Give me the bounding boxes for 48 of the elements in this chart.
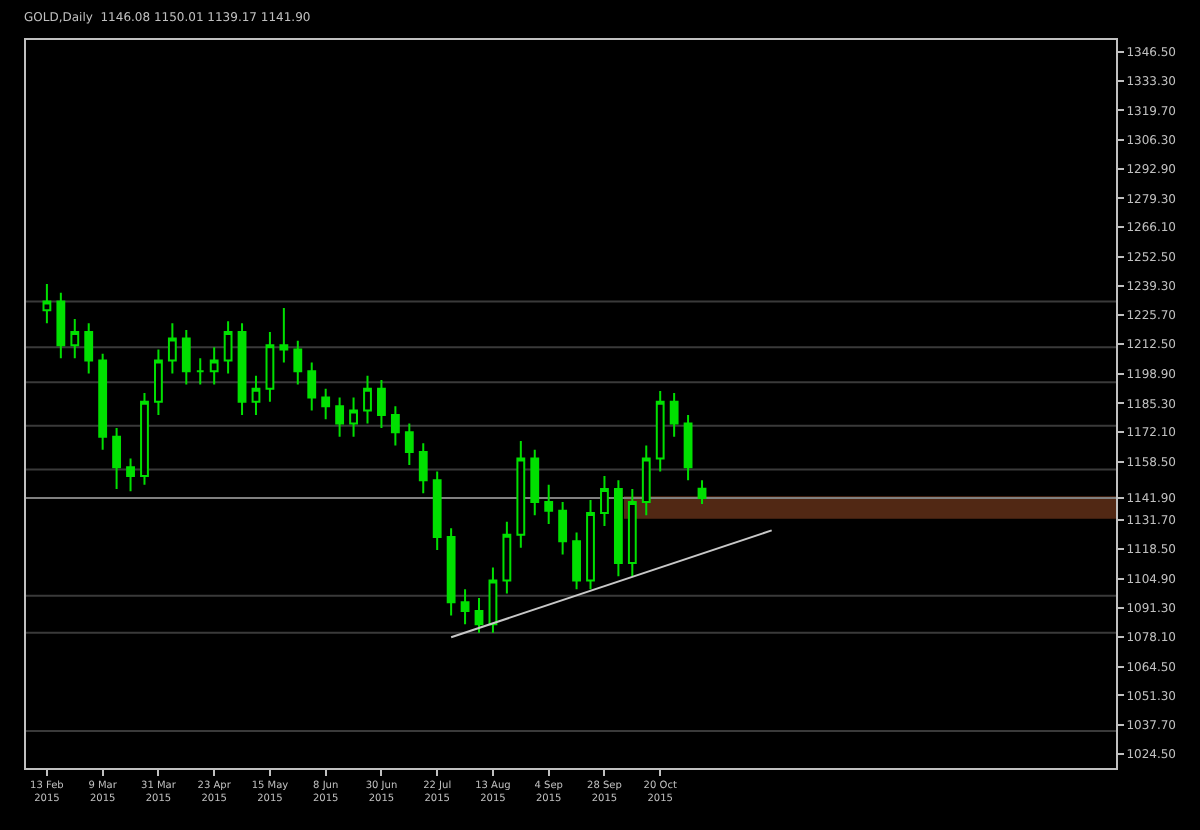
candlestick [42,283,52,325]
candlestick [377,379,386,429]
candlestick [474,596,484,634]
candlestick [641,444,651,517]
candlestick [84,322,94,375]
candlestick [154,348,163,416]
candlestick [683,413,693,482]
candlestick [600,474,609,528]
candlestick [279,307,289,364]
candlestick [697,479,707,505]
candlestick [655,389,665,473]
candlestick [502,520,512,595]
candlestick [627,488,637,578]
candlestick [516,440,526,549]
candlestick [446,527,456,617]
candlestick [112,426,122,490]
candlestick [223,320,233,375]
candlestick [251,374,261,416]
candlestick [335,396,345,438]
candlestick [669,392,679,438]
candlestick [98,352,108,451]
candlestick [530,448,540,517]
candlestick [488,566,498,634]
candlestick [558,501,568,556]
candlestick [307,361,317,412]
candlestick [432,470,442,552]
candlestick [572,531,581,591]
candlestick [349,396,358,438]
candlestick [126,457,135,493]
candlestick [237,322,247,416]
candlestick [181,328,191,386]
candlestick [140,392,149,486]
candlestick [209,346,219,386]
candlestick [418,442,428,495]
candlestick [70,318,80,360]
candlestick [613,479,623,578]
candlestick [586,498,595,591]
candlestick [363,374,372,425]
candlestick [167,322,177,375]
candlestick [293,339,303,386]
candlestick [544,483,554,525]
candlestick [390,405,400,447]
candlestick [195,357,205,386]
candlestick [321,387,331,421]
candlestick [265,331,275,403]
candlestick [56,291,66,360]
candlestick [460,588,470,626]
candlestick [404,422,414,467]
